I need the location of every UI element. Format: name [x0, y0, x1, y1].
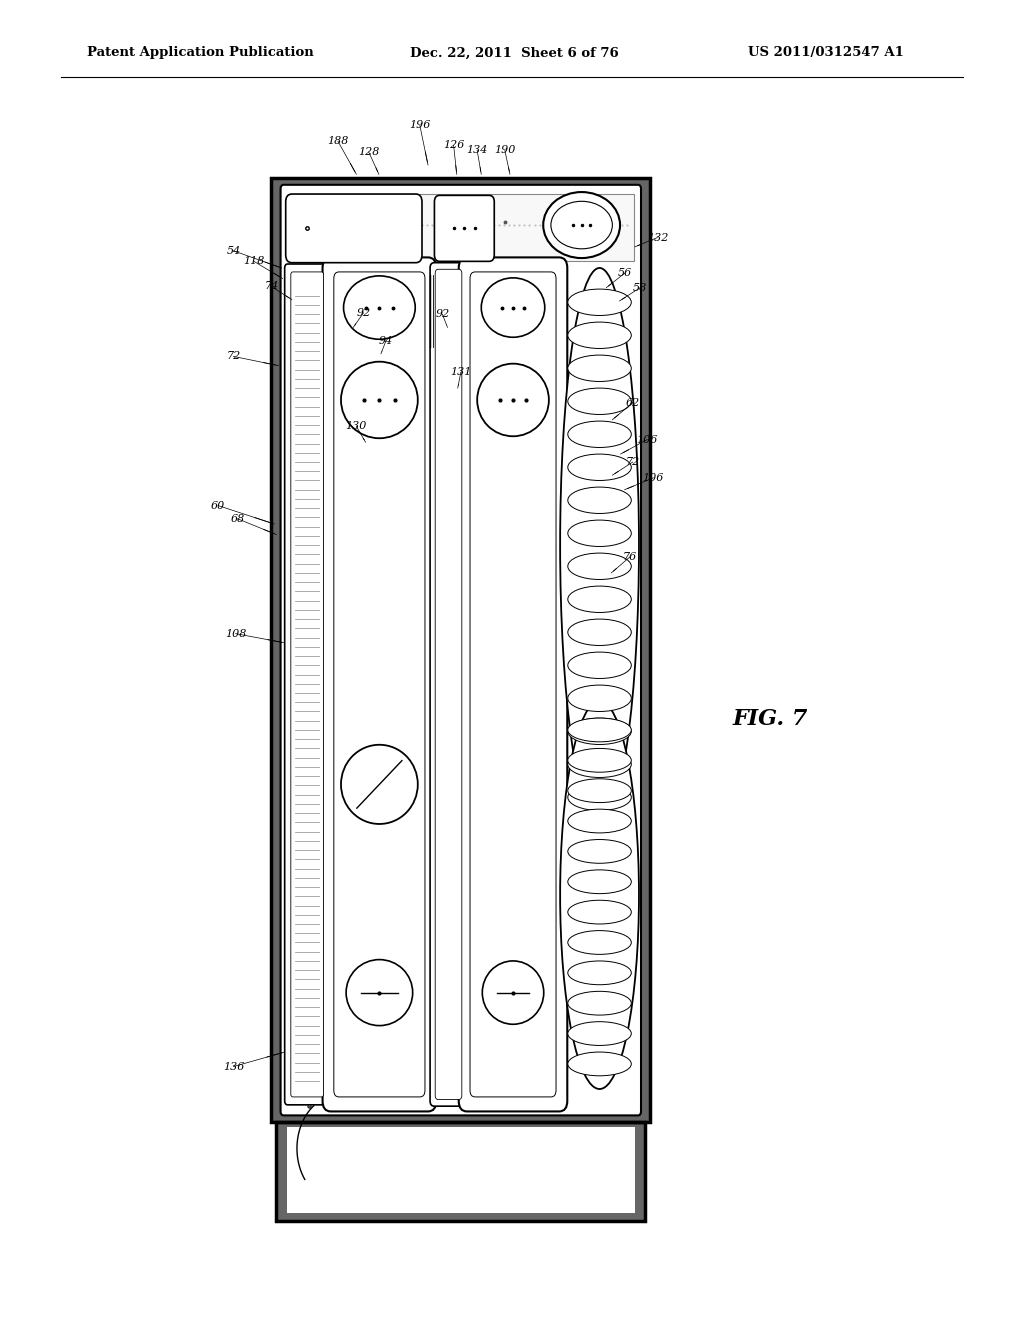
- Text: 130: 130: [346, 421, 367, 432]
- Bar: [271, 178, 650, 1122]
- Text: 72: 72: [226, 351, 241, 362]
- Ellipse shape: [341, 744, 418, 824]
- Text: 132: 132: [647, 232, 668, 243]
- Ellipse shape: [482, 961, 544, 1024]
- Ellipse shape: [567, 487, 631, 513]
- Text: 72: 72: [626, 457, 640, 467]
- Text: 128: 128: [358, 147, 379, 157]
- Ellipse shape: [567, 454, 631, 480]
- Ellipse shape: [481, 279, 545, 338]
- Ellipse shape: [560, 701, 639, 1089]
- Ellipse shape: [567, 553, 631, 579]
- Text: 118: 118: [244, 256, 264, 267]
- FancyBboxPatch shape: [434, 195, 495, 261]
- Bar: [284, 189, 638, 1111]
- Text: Dec. 22, 2011  Sheet 6 of 76: Dec. 22, 2011 Sheet 6 of 76: [410, 46, 618, 59]
- Ellipse shape: [551, 202, 612, 249]
- Text: 68: 68: [230, 513, 245, 524]
- Ellipse shape: [567, 289, 631, 315]
- Ellipse shape: [567, 322, 631, 348]
- Text: US 2011/0312547 A1: US 2011/0312547 A1: [748, 46, 903, 59]
- FancyBboxPatch shape: [323, 257, 436, 1111]
- Ellipse shape: [567, 931, 631, 954]
- Ellipse shape: [567, 809, 631, 833]
- Text: 58: 58: [633, 282, 647, 293]
- Text: 188: 188: [328, 136, 348, 147]
- Bar: [271, 178, 650, 1122]
- Ellipse shape: [567, 586, 631, 612]
- Ellipse shape: [567, 961, 631, 985]
- Text: 74: 74: [264, 281, 279, 292]
- Ellipse shape: [567, 718, 631, 742]
- Ellipse shape: [567, 685, 631, 711]
- Text: 196: 196: [410, 120, 430, 131]
- Ellipse shape: [567, 421, 631, 447]
- Text: 134: 134: [467, 145, 487, 156]
- Bar: [276, 1122, 645, 1221]
- Ellipse shape: [567, 870, 631, 894]
- Text: 108: 108: [225, 628, 246, 639]
- Ellipse shape: [567, 619, 631, 645]
- Ellipse shape: [567, 388, 631, 414]
- Ellipse shape: [344, 276, 416, 339]
- Ellipse shape: [477, 363, 549, 436]
- Text: 92: 92: [435, 309, 450, 319]
- Ellipse shape: [567, 840, 631, 863]
- Text: 106: 106: [637, 434, 657, 445]
- Ellipse shape: [567, 900, 631, 924]
- Text: FIG. 7: FIG. 7: [732, 709, 808, 730]
- Ellipse shape: [567, 1052, 631, 1076]
- Text: 131: 131: [451, 367, 471, 378]
- FancyBboxPatch shape: [334, 272, 425, 1097]
- Text: 106: 106: [643, 473, 664, 483]
- FancyBboxPatch shape: [281, 185, 641, 1115]
- Ellipse shape: [567, 718, 631, 744]
- Ellipse shape: [341, 362, 418, 438]
- Text: 76: 76: [623, 552, 637, 562]
- Ellipse shape: [567, 1022, 631, 1045]
- Text: 60: 60: [211, 500, 225, 511]
- FancyBboxPatch shape: [470, 272, 556, 1097]
- Ellipse shape: [567, 652, 631, 678]
- Text: 92: 92: [356, 308, 371, 318]
- Text: Patent Application Publication: Patent Application Publication: [87, 46, 313, 59]
- Bar: [288, 194, 634, 261]
- FancyBboxPatch shape: [430, 263, 467, 1106]
- Text: 126: 126: [443, 140, 464, 150]
- FancyBboxPatch shape: [286, 194, 422, 263]
- FancyBboxPatch shape: [435, 269, 462, 1100]
- Bar: [287, 1127, 635, 1213]
- Text: 136: 136: [223, 1061, 244, 1072]
- Ellipse shape: [543, 193, 620, 259]
- Text: 56: 56: [617, 268, 632, 279]
- Text: 62: 62: [626, 397, 640, 408]
- Text: 94: 94: [379, 335, 393, 346]
- Ellipse shape: [567, 751, 631, 777]
- Ellipse shape: [560, 268, 639, 822]
- Bar: [276, 1122, 645, 1221]
- Text: 190: 190: [495, 145, 515, 156]
- FancyBboxPatch shape: [285, 264, 330, 1105]
- Ellipse shape: [567, 991, 631, 1015]
- Ellipse shape: [567, 355, 631, 381]
- Ellipse shape: [567, 784, 631, 810]
- FancyBboxPatch shape: [459, 257, 567, 1111]
- Text: 54: 54: [226, 246, 241, 256]
- FancyBboxPatch shape: [291, 272, 324, 1097]
- Ellipse shape: [346, 960, 413, 1026]
- Ellipse shape: [567, 748, 631, 772]
- Ellipse shape: [567, 779, 631, 803]
- Ellipse shape: [567, 520, 631, 546]
